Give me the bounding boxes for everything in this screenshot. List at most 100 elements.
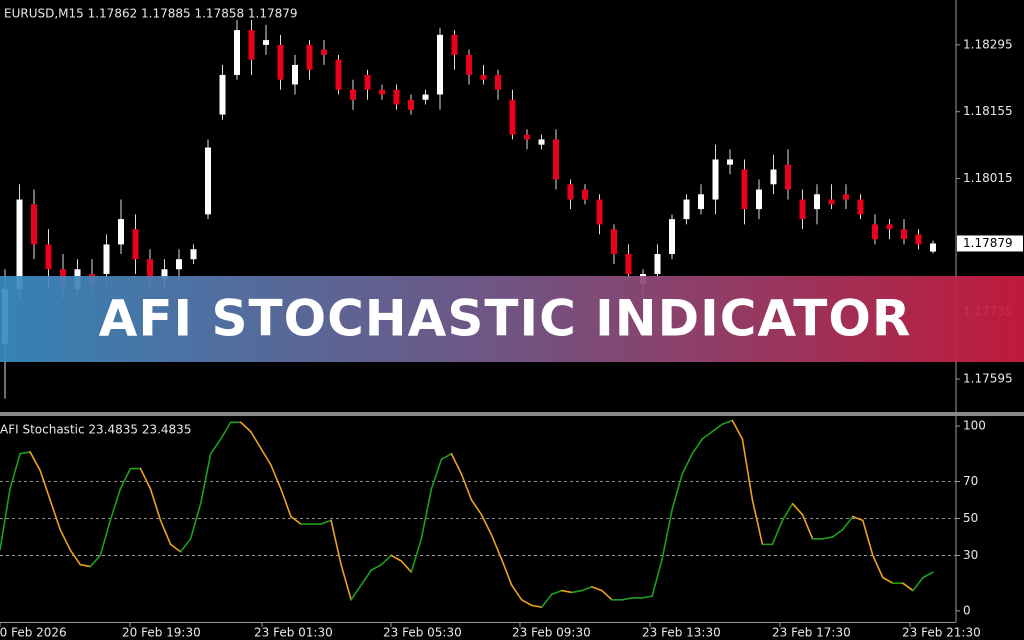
stochastic-segment xyxy=(751,499,764,546)
stochastic-segment xyxy=(0,488,11,551)
candle-body xyxy=(263,40,269,45)
stochastic-segment xyxy=(169,543,182,553)
candle-body xyxy=(437,34,443,95)
stochastic-segment xyxy=(320,519,332,525)
stochastic-segment xyxy=(89,554,102,568)
x-tick-label: 23 Feb 09:30 xyxy=(512,626,591,640)
stochastic-segment xyxy=(831,528,844,538)
candle-body xyxy=(466,54,472,75)
candle-body xyxy=(495,74,501,90)
stochastic-segment xyxy=(450,452,463,475)
main-title: EURUSD,M15 1.17862 1.17885 1.17858 1.178… xyxy=(4,7,298,21)
stochastic-segment xyxy=(330,519,342,566)
stochastic-segment xyxy=(922,571,934,579)
candle-body xyxy=(190,249,197,260)
candle-body xyxy=(727,159,733,165)
stochastic-segment xyxy=(209,438,222,455)
stochastic-segment xyxy=(19,451,31,455)
candle-body xyxy=(683,199,690,220)
candle-body xyxy=(857,199,864,215)
stochastic-segment xyxy=(480,513,493,536)
candle-body xyxy=(118,219,124,245)
stochastic-segment xyxy=(781,502,794,522)
stochastic-segment xyxy=(430,458,443,490)
candle-body xyxy=(828,199,835,205)
candle-body xyxy=(350,89,356,100)
candle-body xyxy=(930,243,936,252)
stochastic-segment xyxy=(500,558,513,586)
stochastic-segment xyxy=(571,589,583,594)
panel-separator xyxy=(0,412,1024,416)
stochastic-segment xyxy=(561,589,573,594)
candle-body xyxy=(741,169,748,210)
stochastic-segment xyxy=(711,423,724,433)
stochastic-segment xyxy=(671,473,683,511)
stochastic-segment xyxy=(79,563,92,568)
stochastic-segment xyxy=(861,519,874,557)
stochastic-segment xyxy=(370,563,383,572)
y-tick-label: 1.18015 xyxy=(963,171,1013,185)
candle-body xyxy=(538,139,545,145)
x-tick-label: 23 Feb 13:30 xyxy=(642,626,721,640)
stochastic-segment xyxy=(29,451,41,472)
candle-body xyxy=(480,74,487,80)
candle-body xyxy=(248,30,255,60)
x-tick-label: 23 Feb 21:30 xyxy=(902,626,981,640)
candle-body xyxy=(393,89,400,105)
stochastic-segment xyxy=(179,538,192,553)
stochastic-segment xyxy=(159,519,172,546)
banner: AFI STOCHASTIC INDICATOR xyxy=(0,276,1024,362)
candle-body xyxy=(886,224,893,230)
stochastic-segment xyxy=(440,452,453,461)
stochastic-segment xyxy=(490,534,503,560)
stochastic-segment xyxy=(520,599,533,607)
candle-body xyxy=(31,204,37,245)
stochastic-segment xyxy=(410,538,423,573)
candle-body xyxy=(205,147,211,215)
stochastic-segment xyxy=(350,584,362,601)
stochastic-segment xyxy=(641,595,653,599)
y-tick-label: 70 xyxy=(963,474,978,488)
y-tick-label: 50 xyxy=(963,511,978,525)
stochastic-segment xyxy=(510,584,523,601)
stochastic-segment xyxy=(270,464,282,490)
stochastic-segment xyxy=(661,508,673,560)
stochastic-segment xyxy=(49,499,61,531)
candle-body xyxy=(422,94,429,100)
stochastic-segment xyxy=(601,589,613,601)
x-tick-label: 20 Feb 2026 xyxy=(0,626,67,640)
y-tick-label: 100 xyxy=(963,419,986,433)
candle-body xyxy=(509,99,516,135)
stochastic-segment xyxy=(821,536,834,540)
stochastic-segment xyxy=(189,502,202,540)
stochastic-segment xyxy=(741,438,754,501)
candle-body xyxy=(451,34,458,55)
candle-body xyxy=(567,184,574,200)
candle-body xyxy=(770,169,777,185)
stochastic-segment xyxy=(119,467,132,490)
candle-body xyxy=(625,253,632,275)
candle-body xyxy=(814,194,820,210)
candle-body xyxy=(901,229,907,240)
stochastic-segment xyxy=(691,438,704,455)
candle-body xyxy=(843,194,849,200)
candle-body xyxy=(799,199,806,220)
stochastic-segment xyxy=(591,586,603,592)
candle-body xyxy=(785,164,791,190)
y-tick-label: 1.18295 xyxy=(963,37,1013,51)
last-price-box xyxy=(957,235,1023,252)
stochastic-segment xyxy=(771,519,784,546)
stochastic-segment xyxy=(731,419,744,440)
stochastic-segment xyxy=(530,604,543,609)
stochastic-segment xyxy=(460,473,473,501)
x-tick-label: 20 Feb 19:30 xyxy=(122,626,201,640)
last-price-label: 1.17879 xyxy=(963,236,1013,250)
stochastic-segment xyxy=(250,430,262,450)
banner-bar xyxy=(0,276,1024,362)
candle-body xyxy=(277,44,284,80)
y-tick-label: 0 xyxy=(963,603,971,617)
candle-body xyxy=(321,49,327,55)
stochastic-segment xyxy=(139,467,152,490)
stochastic-segment xyxy=(260,447,272,466)
stochastic-segment xyxy=(701,430,714,440)
